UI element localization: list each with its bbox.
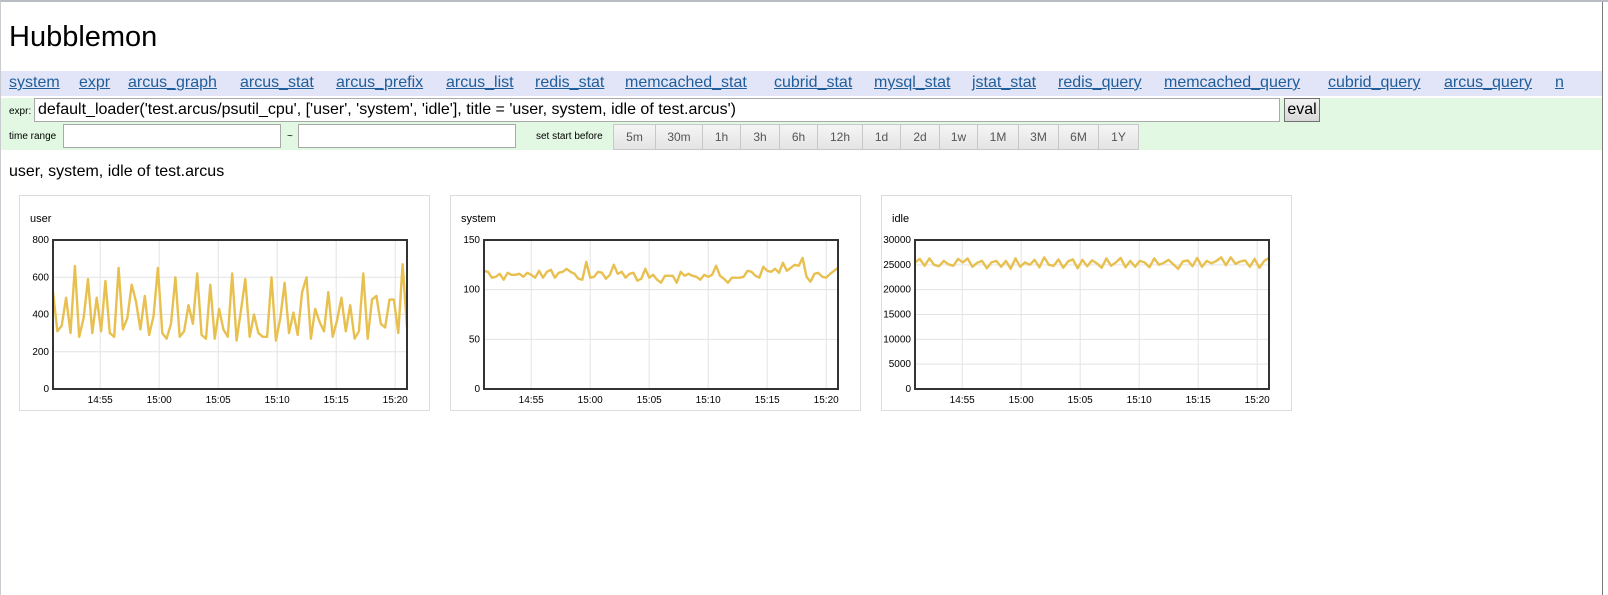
range-button-5m[interactable]: 5m [613, 124, 656, 150]
nav-link-arcus-prefix[interactable]: arcus_prefix [336, 74, 424, 91]
app-title: Hubblemon [9, 21, 158, 53]
x-tick-label: 14:55 [88, 395, 113, 406]
nav-link-redis-stat[interactable]: redis_stat [535, 74, 605, 91]
series-line-idle [914, 256, 1270, 271]
series-line-user [51, 262, 409, 342]
series-line-system [483, 256, 839, 284]
x-tick-label: 15:10 [265, 395, 290, 406]
x-tick-label: 15:20 [814, 395, 839, 406]
y-tick-label: 30000 [883, 235, 911, 246]
time-range-label: time range [9, 131, 57, 142]
chart-idle: idle 0 5000 10000 15000 20000 25000 30000 14:55 1… [883, 213, 1270, 406]
graph-title: user, system, idle of test.arcus [9, 163, 225, 180]
range-button-1M[interactable]: 1M [978, 124, 1019, 150]
range-button-30m[interactable]: 30m [656, 124, 703, 150]
range-button-1Y[interactable]: 1Y [1099, 124, 1139, 150]
chart-panel-user: user 0 200 400 600 800 14:55 15:00 15:05 15:10 15:… [19, 195, 430, 411]
nav-link-arcus-graph[interactable]: arcus_graph [128, 74, 217, 91]
range-button-2d[interactable]: 2d [901, 124, 940, 150]
x-tick-label: 14:55 [950, 395, 975, 406]
plot-frame [914, 239, 1270, 390]
y-tick-label: 150 [463, 235, 480, 246]
plot-frame [483, 239, 839, 390]
time-start-input[interactable] [63, 124, 281, 148]
nav-link-expr[interactable]: expr [79, 74, 111, 91]
y-tick-label: 200 [32, 347, 49, 358]
window-right-edge [1602, 2, 1608, 595]
chart-title: idle [892, 213, 909, 225]
x-tick-label: 15:20 [383, 395, 408, 406]
range-button-group: 5m 30m 1h 3h 6h 12h 1d 2d 1w 1M 3M 6M 1Y [613, 124, 1139, 150]
x-tick-label: 15:15 [1186, 395, 1211, 406]
nav-link-memcached-stat[interactable]: memcached_stat [625, 74, 747, 91]
range-button-1h[interactable]: 1h [703, 124, 741, 150]
range-button-3h[interactable]: 3h [741, 124, 780, 150]
y-tick-label: 10000 [883, 334, 911, 345]
y-tick-label: 800 [32, 235, 49, 246]
set-start-before-label: set start before [536, 131, 603, 142]
nav-link-n[interactable]: n [1555, 74, 1564, 91]
range-button-6M[interactable]: 6M [1059, 124, 1099, 150]
x-tick-label: 15:15 [324, 395, 349, 406]
x-tick-label: 15:10 [696, 395, 721, 406]
nav-link-memcached-query[interactable]: memcached_query [1164, 74, 1301, 91]
nav-bar: system expr arcus_graph arcus_stat arcus_pre… [1, 71, 1602, 96]
x-tick-label: 15:15 [755, 395, 780, 406]
time-range-separator: ~ [287, 131, 293, 142]
nav-link-arcus-stat[interactable]: arcus_stat [240, 74, 314, 91]
chart-user: user 0 200 400 600 800 14:55 15:00 15:05 15:10 15:… [30, 213, 409, 406]
chart-title: system [461, 213, 496, 225]
nav-link-arcus-query[interactable]: arcus_query [1444, 74, 1533, 91]
expr-label: expr: [9, 106, 32, 117]
x-tick-label: 15:05 [637, 395, 662, 406]
x-tick-label: 15:00 [578, 395, 603, 406]
y-tick-label: 20000 [883, 285, 911, 296]
expr-input[interactable] [34, 98, 1280, 122]
nav-link-arcus-list[interactable]: arcus_list [446, 74, 514, 91]
x-tick-label: 15:00 [147, 395, 172, 406]
range-button-1d[interactable]: 1d [863, 124, 901, 150]
range-button-6h[interactable]: 6h [780, 124, 818, 150]
nav-link-cubrid-query[interactable]: cubrid_query [1328, 74, 1421, 91]
chart-panel-system: system 0 50 100 150 14:55 15:00 15:05 15:10 15:15… [450, 195, 861, 411]
nav-link-mysql-stat[interactable]: mysql_stat [874, 74, 951, 91]
chart-title: user [30, 213, 52, 225]
y-tick-label: 5000 [889, 359, 912, 370]
expr-row: expr: eval [1, 98, 1602, 124]
y-tick-label: 0 [905, 384, 911, 395]
y-tick-label: 0 [474, 384, 480, 395]
eval-button[interactable]: eval [1284, 98, 1320, 122]
nav-link-jstat-stat[interactable]: jstat_stat [972, 74, 1037, 91]
x-tick-label: 15:05 [206, 395, 231, 406]
x-tick-label: 15:00 [1009, 395, 1034, 406]
nav-link-system[interactable]: system [9, 74, 60, 91]
y-tick-label: 100 [463, 285, 480, 296]
chart-panel-idle: idle 0 5000 10000 15000 20000 25000 30000 14:55 1… [881, 195, 1292, 411]
range-button-3M[interactable]: 3M [1019, 124, 1059, 150]
x-tick-label: 14:55 [519, 395, 544, 406]
y-tick-label: 0 [43, 384, 49, 395]
x-tick-label: 15:10 [1127, 395, 1152, 406]
y-tick-label: 400 [32, 310, 49, 321]
plot-frame [52, 239, 408, 390]
x-tick-label: 15:20 [1245, 395, 1270, 406]
x-tick-label: 15:05 [1068, 395, 1093, 406]
nav-link-redis-query[interactable]: redis_query [1058, 74, 1142, 91]
chart-system: system 0 50 100 150 14:55 15:00 15:05 15:10 15:15… [461, 213, 839, 406]
nav-link-cubrid-stat[interactable]: cubrid_stat [774, 74, 853, 91]
y-tick-label: 50 [469, 334, 481, 345]
y-tick-label: 25000 [883, 260, 911, 271]
time-range-row: time range ~ set start before 5m 30m 1h 3h 6… [1, 124, 1602, 150]
y-tick-label: 15000 [883, 310, 911, 321]
y-tick-label: 600 [32, 272, 49, 283]
time-end-input[interactable] [298, 124, 516, 148]
range-button-1w[interactable]: 1w [940, 124, 978, 150]
range-button-12h[interactable]: 12h [818, 124, 863, 150]
